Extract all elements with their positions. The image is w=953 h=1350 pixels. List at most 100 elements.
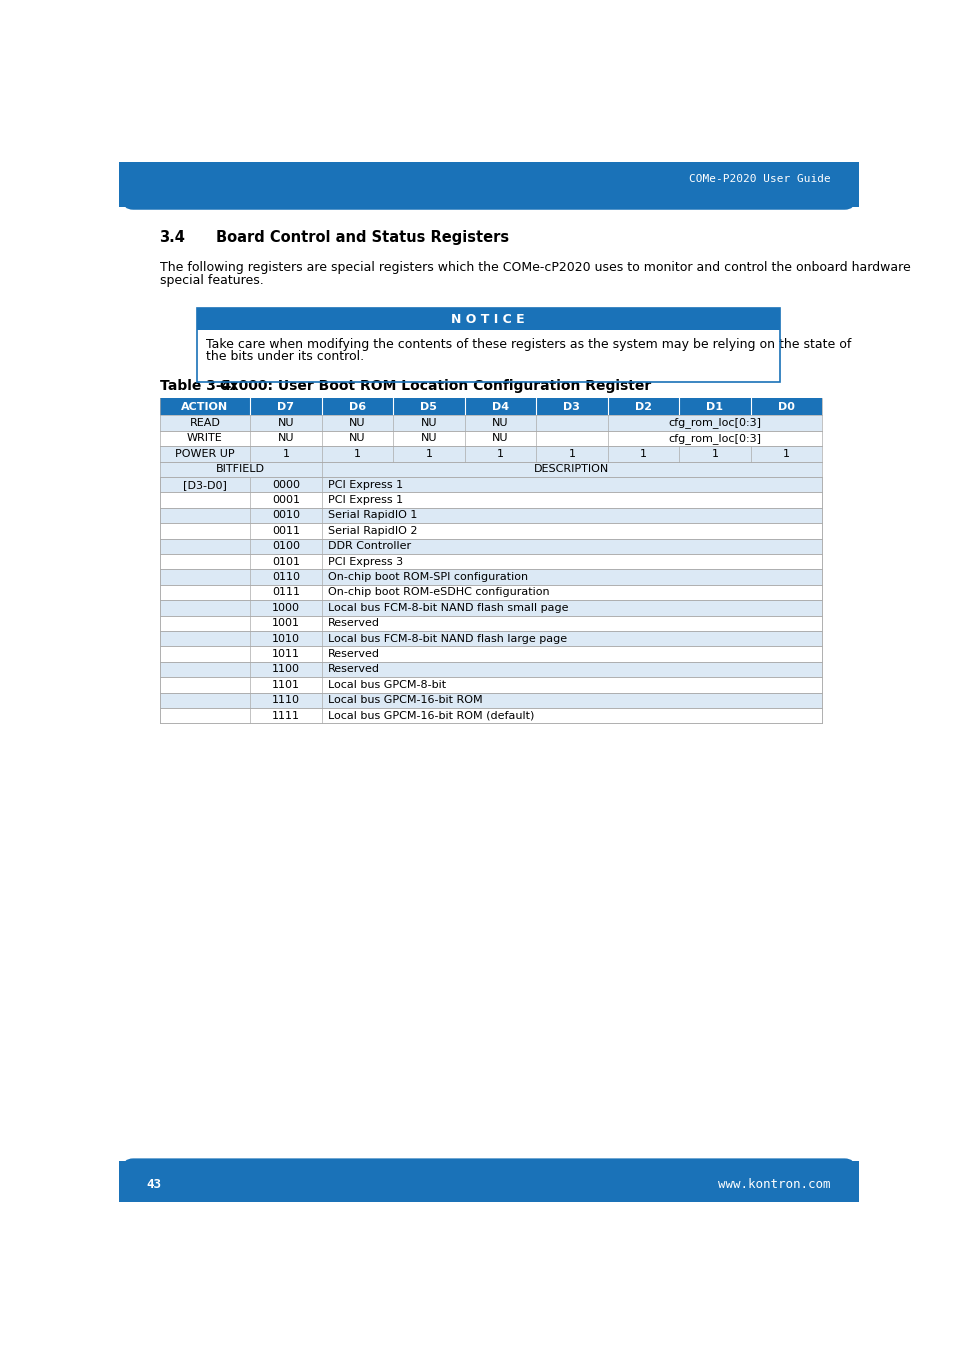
Text: 1: 1 xyxy=(639,448,646,459)
Text: Local bus GPCM-8-bit: Local bus GPCM-8-bit xyxy=(328,680,445,690)
Text: 0010: 0010 xyxy=(272,510,299,521)
Bar xyxy=(536,398,607,416)
Text: www.kontron.com: www.kontron.com xyxy=(718,1179,830,1191)
Text: Reserved: Reserved xyxy=(328,649,379,659)
Text: NU: NU xyxy=(492,433,508,443)
Text: PCI Express 1: PCI Express 1 xyxy=(328,495,402,505)
Bar xyxy=(119,1161,858,1202)
Text: 1: 1 xyxy=(497,448,503,459)
Text: 1010: 1010 xyxy=(272,633,299,644)
Text: 1: 1 xyxy=(711,448,718,459)
Text: Board Control and Status Registers: Board Control and Status Registers xyxy=(216,230,509,244)
Bar xyxy=(159,416,821,431)
Text: 43: 43 xyxy=(146,1179,161,1191)
Text: NU: NU xyxy=(277,433,294,443)
Text: 0000: 0000 xyxy=(272,479,299,490)
Bar xyxy=(196,308,779,329)
Text: 0x000: User Boot ROM Location Configuration Register: 0x000: User Boot ROM Location Configurat… xyxy=(220,379,651,393)
Bar xyxy=(119,162,858,207)
Text: D4: D4 xyxy=(492,402,509,412)
Bar xyxy=(159,601,821,616)
Text: 0011: 0011 xyxy=(272,526,299,536)
Text: 0101: 0101 xyxy=(272,556,299,567)
Text: 1: 1 xyxy=(782,448,789,459)
Text: D3: D3 xyxy=(563,402,579,412)
Text: 1: 1 xyxy=(568,448,575,459)
Text: D6: D6 xyxy=(349,402,366,412)
Bar xyxy=(159,524,821,539)
Text: Serial RapidIO 1: Serial RapidIO 1 xyxy=(328,510,416,521)
Text: 0001: 0001 xyxy=(272,495,299,505)
Bar xyxy=(159,570,821,585)
Text: 1110: 1110 xyxy=(272,695,299,705)
Bar xyxy=(159,446,821,462)
Bar xyxy=(750,398,821,416)
Text: NU: NU xyxy=(277,418,294,428)
Text: Take care when modifying the contents of these registers as the system may be re: Take care when modifying the contents of… xyxy=(206,338,850,351)
Text: [D3-D0]: [D3-D0] xyxy=(183,479,227,490)
Bar xyxy=(196,308,779,382)
Text: special features.: special features. xyxy=(159,274,263,286)
Text: On-chip boot ROM-SPI configuration: On-chip boot ROM-SPI configuration xyxy=(328,572,527,582)
FancyBboxPatch shape xyxy=(122,162,855,209)
FancyBboxPatch shape xyxy=(122,1158,855,1202)
Text: PCI Express 1: PCI Express 1 xyxy=(328,479,402,490)
Text: 1111: 1111 xyxy=(272,710,299,721)
Text: Local bus GPCM-16-bit ROM (default): Local bus GPCM-16-bit ROM (default) xyxy=(328,710,534,721)
Bar xyxy=(159,493,821,508)
Text: PCI Express 3: PCI Express 3 xyxy=(328,556,402,567)
Text: NU: NU xyxy=(420,418,436,428)
Text: 1011: 1011 xyxy=(272,649,299,659)
Text: N O T I C E: N O T I C E xyxy=(451,313,524,325)
Text: 1001: 1001 xyxy=(272,618,299,628)
Text: 1000: 1000 xyxy=(272,603,299,613)
Bar xyxy=(607,398,679,416)
Bar xyxy=(159,616,821,630)
Bar xyxy=(250,398,321,416)
Text: 3.4: 3.4 xyxy=(159,230,185,244)
Text: NU: NU xyxy=(349,433,365,443)
Text: Reserved: Reserved xyxy=(328,618,379,628)
Bar xyxy=(159,678,821,693)
Text: 0110: 0110 xyxy=(272,572,299,582)
Text: D0: D0 xyxy=(777,402,794,412)
Text: WRITE: WRITE xyxy=(187,433,222,443)
Bar xyxy=(159,539,821,553)
Text: DDR Controller: DDR Controller xyxy=(328,541,411,551)
Text: Table 3-4:: Table 3-4: xyxy=(159,379,236,393)
Text: NU: NU xyxy=(349,418,365,428)
Text: 0100: 0100 xyxy=(272,541,299,551)
Text: NU: NU xyxy=(492,418,508,428)
Text: POWER UP: POWER UP xyxy=(174,448,234,459)
Bar xyxy=(196,329,779,382)
Text: cfg_rom_loc[0:3]: cfg_rom_loc[0:3] xyxy=(668,433,760,444)
Text: Local bus FCM-8-bit NAND flash small page: Local bus FCM-8-bit NAND flash small pag… xyxy=(328,603,568,613)
Text: BITFIELD: BITFIELD xyxy=(216,464,265,474)
Bar xyxy=(159,554,821,570)
Text: the bits under its control.: the bits under its control. xyxy=(206,350,364,363)
Text: 1100: 1100 xyxy=(272,664,299,675)
Text: cfg_rom_loc[0:3]: cfg_rom_loc[0:3] xyxy=(668,417,760,428)
Bar xyxy=(159,398,250,416)
Bar xyxy=(679,398,750,416)
Bar xyxy=(159,508,821,524)
Bar xyxy=(159,477,821,493)
Bar xyxy=(159,707,821,724)
Text: 1101: 1101 xyxy=(272,680,299,690)
Text: On-chip boot ROM-eSDHC configuration: On-chip boot ROM-eSDHC configuration xyxy=(328,587,549,598)
Bar xyxy=(159,662,821,678)
Text: 1: 1 xyxy=(354,448,360,459)
Bar xyxy=(464,398,536,416)
Text: The following registers are special registers which the COMe-cP2020 uses to moni: The following registers are special regi… xyxy=(159,261,909,274)
Bar xyxy=(393,398,464,416)
Text: Local bus GPCM-16-bit ROM: Local bus GPCM-16-bit ROM xyxy=(328,695,482,705)
Text: Serial RapidIO 2: Serial RapidIO 2 xyxy=(328,526,416,536)
Text: READ: READ xyxy=(190,418,220,428)
Bar xyxy=(321,398,393,416)
Text: Reserved: Reserved xyxy=(328,664,379,675)
Text: 1: 1 xyxy=(425,448,432,459)
Text: D7: D7 xyxy=(277,402,294,412)
Text: DESCRIPTION: DESCRIPTION xyxy=(534,464,609,474)
Text: NU: NU xyxy=(420,433,436,443)
Text: D5: D5 xyxy=(420,402,436,412)
